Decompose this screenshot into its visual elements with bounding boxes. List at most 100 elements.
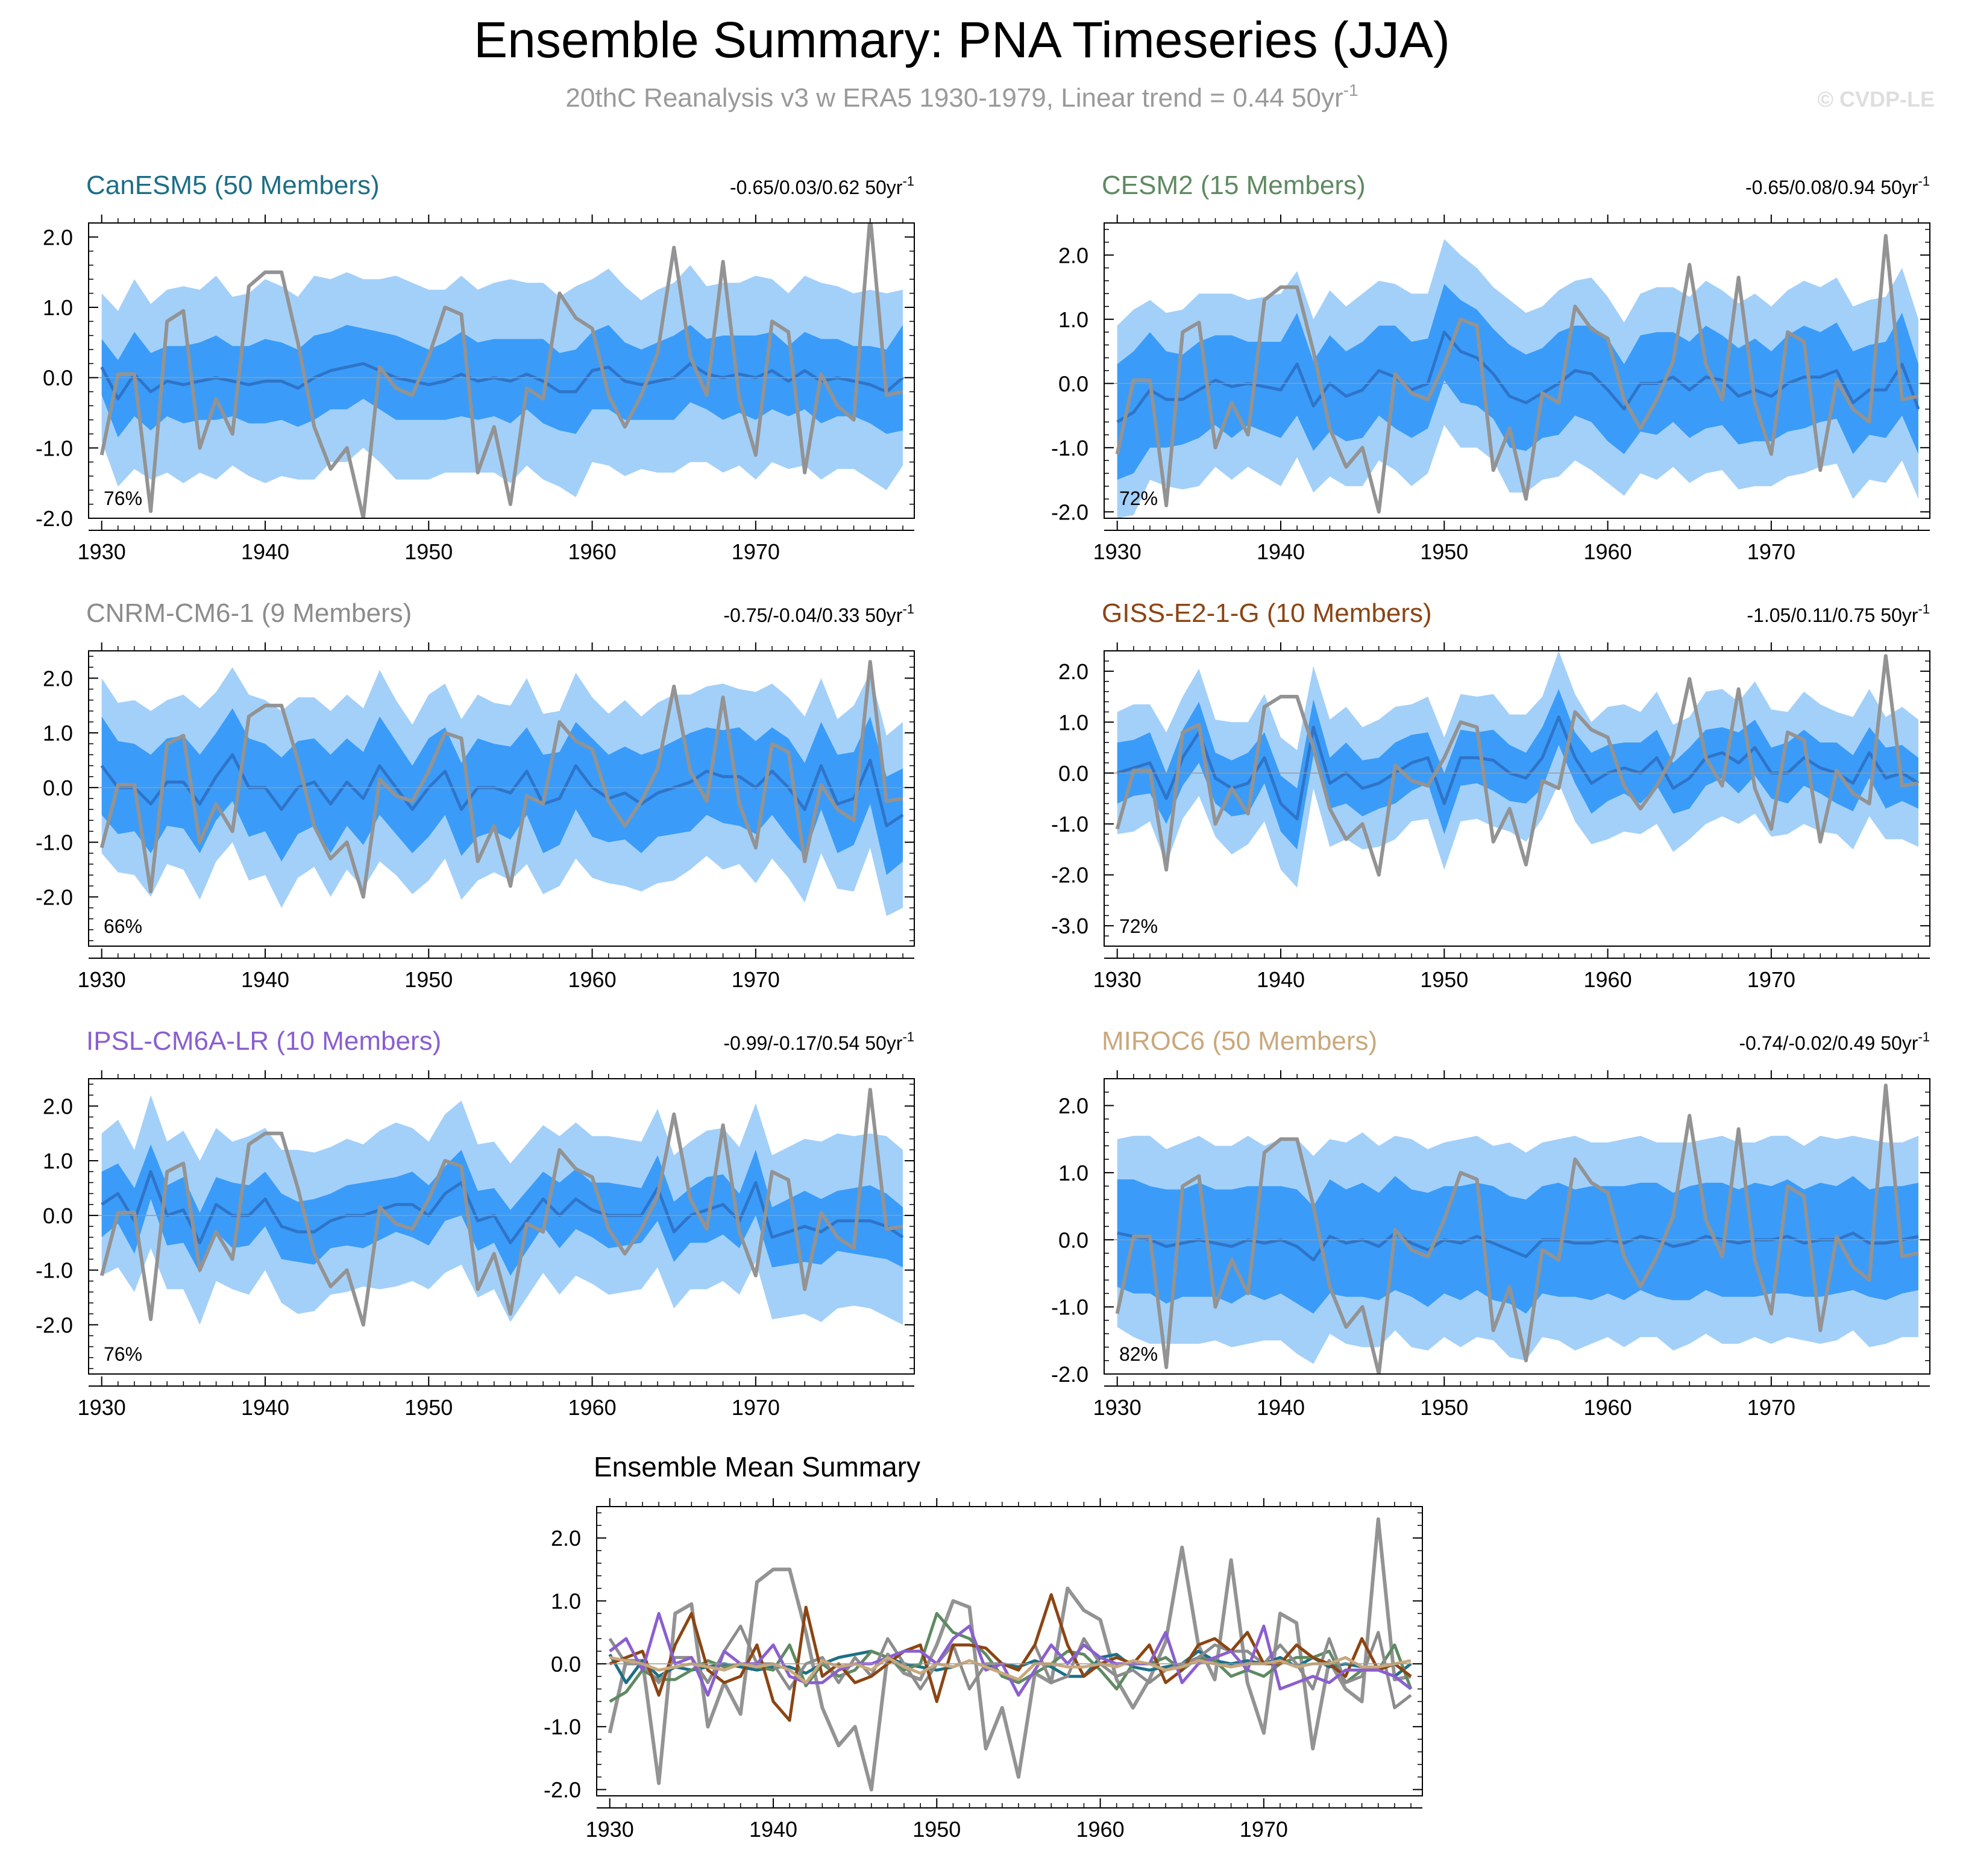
observation-line (1115, 234, 1919, 514)
panel-trend-exponent: -1 (902, 1029, 914, 1044)
figure-subtitle-main: 20thC Reanalysis v3 w ERA5 1930-1979, Li… (565, 83, 1343, 113)
panel-percent-label: 66% (104, 915, 142, 937)
y-tick-label: -2.0 (1051, 863, 1088, 888)
panel-percent-label: 72% (1119, 915, 1158, 937)
y-tick-label: -2.0 (1051, 1362, 1088, 1387)
panel-trend-value: -0.99/-0.17/0.54 50yr (723, 1032, 902, 1054)
y-tick-label: 1.0 (551, 1589, 581, 1614)
y-tick-label: 0.0 (551, 1652, 581, 1677)
observation-line (1115, 654, 1919, 877)
plot-frame (1104, 650, 1930, 947)
panel-title: CNRM-CM6-1 (9 Members) (86, 598, 412, 628)
x-tick-label: 1940 (1257, 539, 1305, 564)
y-tick-label: 0.0 (1058, 1228, 1088, 1252)
panel-title: CanESM5 (50 Members) (86, 171, 380, 200)
y-tick-label: 2.0 (43, 1094, 73, 1118)
y-tick-label: 2.0 (43, 225, 73, 249)
figure-subtitle: 20thC Reanalysis v3 w ERA5 1930-1979, Li… (565, 81, 1358, 113)
summary-line-ipsl-cm6a-lr (609, 1611, 1412, 1697)
panel-trend-exponent: -1 (1918, 174, 1930, 189)
panel-plot-area (99, 660, 904, 917)
panel-plot-area (99, 1088, 904, 1327)
ensemble-mean-line (1117, 1231, 1919, 1262)
y-tick-label: -2.0 (1051, 500, 1088, 524)
y-tick-label: -1.0 (36, 436, 73, 460)
y-tick-label: -3.0 (1051, 914, 1088, 938)
x-tick-label: 1930 (1093, 1395, 1142, 1420)
y-tick-label: 0.0 (43, 366, 73, 391)
x-tick-label: 1970 (732, 539, 780, 564)
panel-plot-area (1115, 1084, 1919, 1374)
y-tick-label: 1.0 (43, 721, 73, 745)
panel-trend-text: -0.75/-0.04/0.33 50yr-1 (723, 601, 914, 626)
y-tick-label: 2.0 (1058, 243, 1088, 268)
x-tick-label: 1960 (1584, 1395, 1632, 1420)
observation-line (99, 1088, 903, 1327)
x-tick-label: 1930 (78, 539, 126, 564)
panel-trend-value: -1.05/0.11/0.75 50yr (1747, 604, 1918, 626)
y-tick-label: 1.0 (1058, 307, 1088, 332)
x-tick-label: 1940 (241, 539, 289, 564)
x-tick-label: 1960 (568, 539, 617, 564)
panel-percent-label: 76% (104, 1343, 142, 1365)
y-tick-label: 2.0 (1058, 1094, 1088, 1118)
panel-trend-exponent: -1 (1918, 1029, 1930, 1044)
panel-trend-text: -0.65/0.03/0.62 50yr-1 (730, 174, 914, 198)
y-tick-label: 1.0 (1058, 710, 1088, 735)
panel-trend-value: -0.65/0.03/0.62 50yr (730, 177, 903, 198)
x-tick-label: 1970 (732, 967, 780, 992)
x-tick-label: 1970 (1747, 967, 1795, 992)
panel-title: GISS-E2-1-G (10 Members) (1102, 598, 1432, 628)
y-tick-label: 2.0 (1058, 659, 1088, 684)
panel-trend-text: -0.74/-0.02/0.49 50yr-1 (1739, 1029, 1930, 1054)
panel-trend-exponent: -1 (902, 601, 914, 616)
panel-trend-exponent: -1 (902, 174, 914, 189)
x-tick-label: 1940 (241, 967, 289, 992)
x-tick-label: 1960 (568, 1395, 617, 1420)
panel-cnrm-cm6-1: 2.0 1.0 0.0 -1.0 -2.0 1930 1940 1950 1960 1970 CNR… (36, 598, 915, 992)
y-tick-label: -1.0 (36, 830, 73, 855)
x-tick-label: 1970 (1240, 1817, 1288, 1842)
summary-title: Ensemble Mean Summary (594, 1451, 920, 1482)
x-tick-label: 1950 (1420, 1395, 1468, 1420)
x-tick-label: 1940 (1257, 967, 1305, 992)
x-tick-label: 1940 (749, 1817, 797, 1842)
x-tick-label: 1930 (1093, 539, 1142, 564)
summary-line-miroc6 (609, 1655, 1412, 1684)
panel-giss-e2-1-g: 2.0 1.0 0.0 -1.0 -2.0 -3.0 1930 1940 1950 1960 197… (1051, 598, 1930, 992)
panel-plot-area (1115, 234, 1920, 518)
y-tick-label: 0.0 (1058, 371, 1088, 396)
inner-spread-band (101, 1144, 903, 1276)
y-tick-label: -1.0 (544, 1714, 581, 1739)
panel-trend-exponent: -1 (1918, 601, 1930, 616)
y-tick-label: -1.0 (1051, 812, 1088, 836)
y-tick-label: 1.0 (43, 1149, 73, 1173)
x-tick-label: 1940 (1257, 1395, 1305, 1420)
x-tick-label: 1960 (1584, 539, 1632, 564)
x-tick-label: 1970 (732, 1395, 780, 1420)
panel-title: IPSL-CM6A-LR (10 Members) (86, 1026, 441, 1056)
x-tick-label: 1930 (1093, 967, 1142, 992)
y-tick-label: -2.0 (36, 506, 73, 531)
panel-trend-value: -0.65/0.08/0.94 50yr (1745, 177, 1918, 198)
observation-line (99, 223, 903, 518)
x-tick-label: 1960 (1076, 1817, 1125, 1842)
y-tick-label: -2.0 (36, 885, 73, 909)
x-tick-label: 1950 (1420, 539, 1468, 564)
x-tick-label: 1950 (1420, 967, 1468, 992)
x-tick-label: 1930 (78, 1395, 126, 1420)
x-tick-label: 1960 (1584, 967, 1632, 992)
x-tick-label: 1950 (404, 1395, 453, 1420)
panel-percent-label: 76% (104, 488, 142, 509)
y-tick-label: 0.0 (43, 1203, 73, 1228)
y-tick-label: -2.0 (544, 1778, 581, 1802)
x-tick-label: 1960 (568, 967, 617, 992)
y-tick-label: -1.0 (1051, 436, 1088, 460)
x-tick-label: 1930 (586, 1817, 634, 1842)
panel-trend-text: -0.99/-0.17/0.54 50yr-1 (723, 1029, 914, 1054)
x-tick-label: 1970 (1747, 539, 1795, 564)
